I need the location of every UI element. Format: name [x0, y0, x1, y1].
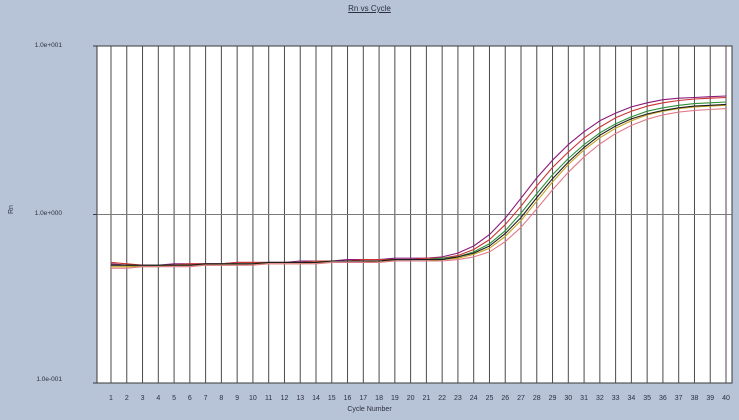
x-tick-label-17: 17	[359, 395, 367, 402]
x-axis-label: Cycle Number	[347, 406, 392, 413]
x-tick-label-22: 22	[438, 395, 446, 402]
series-line-5	[111, 103, 727, 266]
x-tick-label-25: 25	[486, 395, 494, 402]
x-tick-label-37: 37	[675, 395, 683, 402]
chart-title: Rn vs Cycle	[348, 4, 391, 13]
x-tick-label-10: 10	[249, 395, 257, 402]
x-tick-label-40: 40	[722, 395, 730, 402]
y-tick-label-bottom: 1.0e-001	[36, 376, 62, 383]
x-tick-label-24: 24	[470, 395, 478, 402]
series-line-6	[111, 108, 727, 269]
x-tick-label-28: 28	[533, 395, 541, 402]
x-tick-label-12: 12	[281, 395, 289, 402]
x-tick-label-33: 33	[612, 395, 620, 402]
x-tick-label-26: 26	[501, 395, 509, 402]
x-tick-label-23: 23	[454, 395, 462, 402]
x-tick-label-9: 9	[235, 395, 239, 402]
y-tick-label-top: 1.0e+001	[34, 42, 62, 49]
x-tick-label-15: 15	[328, 395, 336, 402]
x-tick-label-14: 14	[312, 395, 320, 402]
x-tick-label-7: 7	[204, 395, 208, 402]
x-tick-label-4: 4	[156, 395, 160, 402]
x-tick-label-18: 18	[375, 395, 383, 402]
x-tick-label-5: 5	[172, 395, 176, 402]
x-tick-label-13: 13	[296, 395, 304, 402]
x-tick-label-27: 27	[517, 395, 525, 402]
x-tick-label-19: 19	[391, 395, 399, 402]
x-tick-label-32: 32	[596, 395, 604, 402]
x-tick-label-16: 16	[344, 395, 352, 402]
x-tick-label-31: 31	[580, 395, 588, 402]
x-tick-label-6: 6	[188, 395, 192, 402]
x-tick-label-34: 34	[627, 395, 635, 402]
x-tick-label-30: 30	[564, 395, 572, 402]
x-tick-label-21: 21	[422, 395, 430, 402]
x-tick-label-38: 38	[691, 395, 699, 402]
x-tick-label-39: 39	[706, 395, 714, 402]
y-tick-label-middle: 1.0e+000	[34, 210, 62, 217]
x-tick-label-2: 2	[125, 395, 129, 402]
x-tick-label-11: 11	[265, 395, 272, 402]
x-tick-label-1: 1	[109, 395, 113, 402]
x-tick-label-36: 36	[659, 395, 667, 402]
x-tick-label-35: 35	[643, 395, 651, 402]
x-tick-label-20: 20	[407, 395, 415, 402]
x-tick-label-29: 29	[549, 395, 557, 402]
x-tick-label-3: 3	[141, 395, 145, 402]
y-axis-label: Rn	[8, 205, 15, 214]
x-tick-label-8: 8	[219, 395, 223, 402]
